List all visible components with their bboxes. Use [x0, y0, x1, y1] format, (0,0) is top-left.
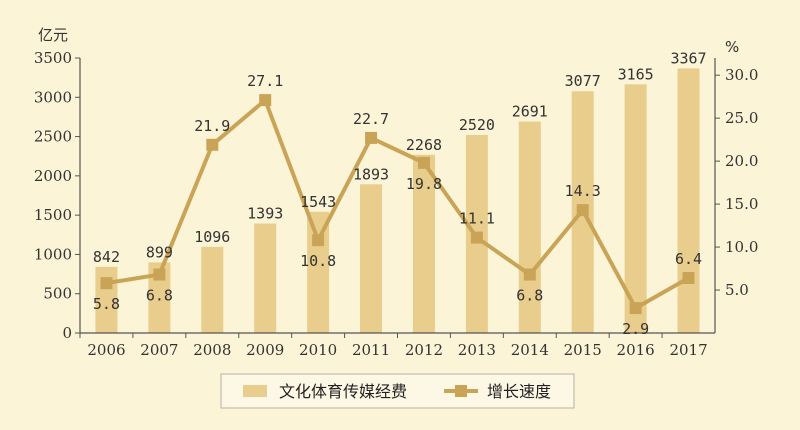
- bar-2012: [412, 154, 435, 333]
- right-tick-label: 5.0: [725, 281, 749, 299]
- left-tick-label: 1000: [34, 245, 72, 263]
- x-tick-label: 2007: [140, 341, 178, 359]
- growth-point-2014: [523, 268, 536, 281]
- x-tick-label: 2011: [352, 341, 390, 359]
- growth-value-label: 10.8: [300, 252, 336, 270]
- x-tick-label: 2013: [458, 341, 496, 359]
- growth-value-label: 5.8: [93, 295, 120, 313]
- growth-point-2006: [100, 277, 113, 290]
- left-axis-unit: 亿元: [38, 26, 68, 44]
- bar-value-label: 899: [146, 243, 173, 261]
- bar-2010: [307, 211, 330, 333]
- left-tick-label: 2000: [34, 167, 72, 185]
- bar-value-label: 2268: [406, 136, 442, 154]
- left-tick-label: 0: [62, 324, 72, 342]
- growth-value-label: 6.8: [146, 287, 173, 305]
- growth-rate-line: [106, 98, 690, 311]
- growth-value-label: 6.4: [675, 250, 702, 268]
- x-tick-label: 2016: [617, 341, 655, 359]
- right-tick-label: 20.0: [725, 152, 758, 170]
- bar-2008: [201, 246, 224, 333]
- growth-point-2011: [365, 131, 378, 144]
- left-tick-label: 3500: [34, 49, 72, 67]
- growth-point-2009: [259, 94, 272, 107]
- legend-bar-label: 文化体育传媒经费: [279, 382, 407, 401]
- left-tick-label: 2500: [34, 128, 72, 146]
- x-tick-label: 2010: [299, 341, 337, 359]
- growth-value-label: 22.7: [353, 110, 389, 128]
- legend-line-label: 增长速度: [487, 382, 551, 401]
- x-tick-label: 2017: [669, 341, 707, 359]
- bar-2011: [360, 184, 383, 333]
- right-tick-label: 25.0: [725, 109, 758, 127]
- left-tick-label: 3000: [34, 88, 72, 106]
- legend-box: [220, 373, 575, 409]
- bar-value-label: 3077: [565, 72, 601, 90]
- bar-2016: [624, 84, 647, 333]
- growth-value-label: 27.1: [247, 72, 283, 90]
- bar-value-label: 2520: [459, 116, 495, 134]
- x-tick-label: 2008: [193, 341, 231, 359]
- bar-2009: [254, 223, 277, 333]
- right-tick-label: 30.0: [725, 66, 758, 84]
- x-tick-label: 2014: [511, 341, 549, 359]
- growth-point-2016: [629, 302, 642, 315]
- growth-point-2012: [417, 156, 430, 169]
- growth-value-label: 2.9: [622, 320, 649, 338]
- legend-line-marker: [455, 385, 467, 397]
- bar-value-label: 1393: [247, 205, 283, 223]
- growth-value-label: 11.1: [459, 210, 495, 228]
- x-tick-label: 2015: [564, 341, 602, 359]
- bar-2017: [677, 68, 700, 333]
- left-tick-label: 1500: [34, 206, 72, 224]
- bar-value-label: 3165: [618, 65, 654, 83]
- growth-value-label: 14.3: [565, 182, 601, 200]
- x-tick-label: 2012: [405, 341, 443, 359]
- right-axis-unit: %: [725, 38, 739, 56]
- growth-point-2007: [153, 268, 166, 281]
- left-tick-label: 500: [43, 285, 72, 303]
- bar-value-label: 3367: [670, 49, 706, 67]
- growth-value-label: 21.9: [194, 117, 230, 135]
- growth-point-2010: [312, 234, 325, 247]
- growth-point-2017: [682, 272, 695, 284]
- bar-value-label: 842: [93, 248, 120, 266]
- bar-value-label: 2691: [512, 103, 548, 121]
- right-tick-label: 15.0: [725, 195, 758, 213]
- bar-value-label: 1893: [353, 165, 389, 183]
- growth-value-label: 6.8: [516, 287, 543, 305]
- x-tick-label: 2009: [246, 341, 284, 359]
- growth-value-label: 19.8: [406, 175, 442, 193]
- x-tick-label: 2006: [87, 341, 125, 359]
- growth-point-2013: [470, 231, 483, 244]
- growth-point-2008: [206, 138, 219, 151]
- legend-bar-swatch: [243, 385, 267, 397]
- bar-value-label: 1543: [300, 193, 336, 211]
- growth-point-2015: [576, 204, 589, 217]
- bar-value-label: 1096: [194, 228, 230, 246]
- right-tick-label: 10.0: [725, 238, 758, 256]
